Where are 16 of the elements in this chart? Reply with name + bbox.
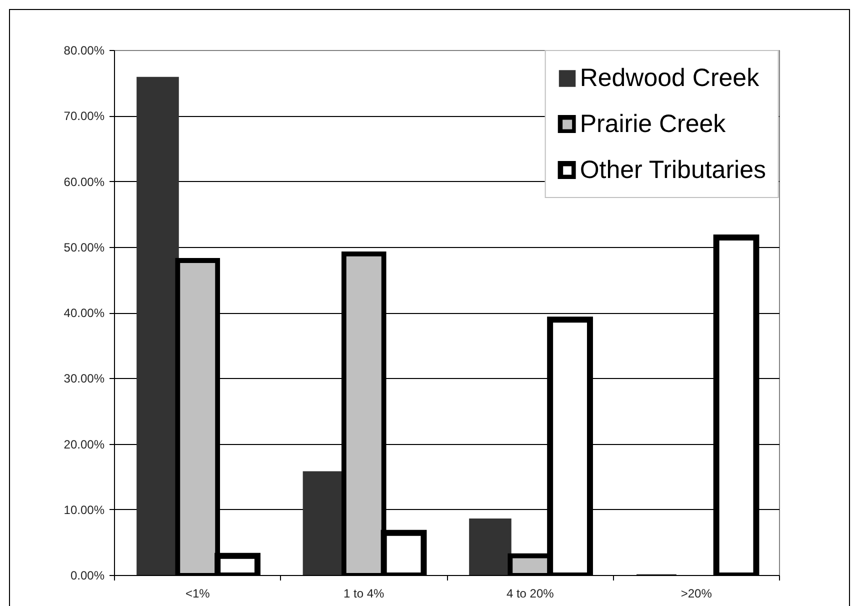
x-tick-label: >20% [680,586,712,600]
x-tick-label: <1% [185,586,210,600]
x-tick-label: 1 to 4% [344,586,385,600]
legend-label: Redwood Creek [580,63,760,93]
y-tick-label: 0.00% [70,568,105,582]
y-tick-label: 50.00% [64,240,105,254]
legend-label: Prairie Creek [580,109,726,139]
y-tick-label: 70.00% [64,109,105,124]
x-tick-label: 4 to 20% [506,586,554,600]
y-tick-label: 20.00% [64,437,105,452]
y-tick-label: 40.00% [64,306,105,320]
y-tick-label: 80.00% [64,44,105,58]
y-tick-label: 10.00% [64,502,105,517]
legend-label: Other Tributaries [580,155,766,185]
y-tick-label: 60.00% [64,174,105,189]
y-tick-label: 30.00% [64,372,105,386]
